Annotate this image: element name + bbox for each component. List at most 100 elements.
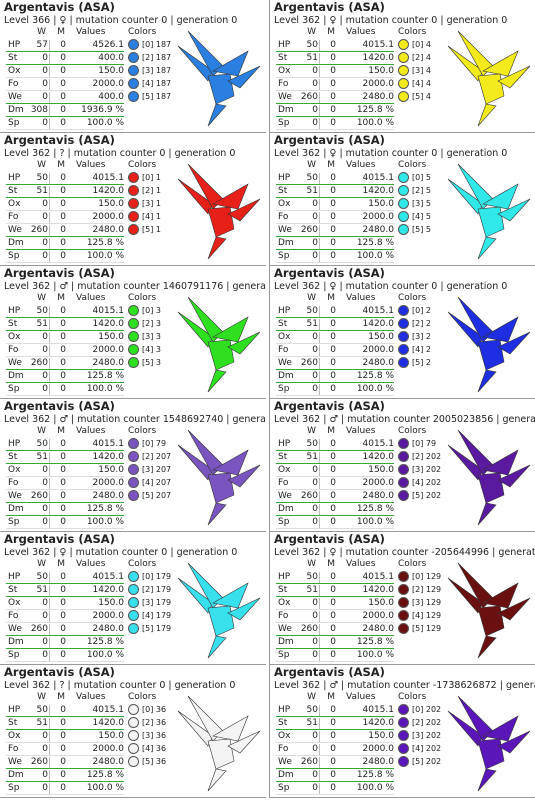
color-label: [5] 2 [412,358,431,367]
col-divider [319,306,320,317]
bird-shape [477,206,505,238]
stat-value: 100.0 % [86,118,124,128]
color-label: [4] 2 [412,345,431,354]
bird-shape [482,316,519,343]
stat-m: 0 [60,251,66,261]
stat-name: Dm [8,371,24,381]
stat-m: 0 [330,478,336,488]
stat-w: 260 [300,624,318,634]
stat-m: 0 [330,225,336,235]
bird-shape [477,236,497,260]
card-subtitle: Level 362 | ♀ | mutation counter 0 | gen… [274,15,508,26]
stat-name: HP [8,306,21,316]
color-label: [5] 5 [412,225,431,234]
col-divider [49,757,50,768]
col-divider [319,66,320,77]
row-divider [6,77,124,78]
bird-image [177,562,261,659]
stat-w: 0 [42,92,48,102]
stat-value: 4015.1 [92,705,125,715]
stat-m: 0 [60,384,66,394]
stat-m: 0 [330,637,336,647]
stat-m: 0 [60,611,66,621]
color-label: [3] 1 [142,199,161,208]
stat-m: 0 [60,371,66,381]
stat-w: 51 [36,319,48,329]
creature-card: Argentavis (ASA) Level 362 | ♀ | mutation… [0,532,266,665]
row-divider [276,330,394,331]
stat-name: Sp [8,517,20,527]
stat-m: 0 [330,345,336,355]
color-swatch [128,704,139,715]
col-divider [319,371,320,382]
row-divider [276,635,394,636]
stat-value: 150.0 [98,332,124,342]
col-divider [49,332,50,343]
row-divider [276,210,394,211]
stat-name: Fo [8,478,19,488]
bird-image [177,296,261,393]
stat-w: 0 [312,238,318,248]
bird-shape [207,206,235,238]
creature-card: Argentavis (ASA) Level 362 | ♀ | mutation… [269,133,535,266]
row-divider [276,64,394,65]
color-swatch [398,224,409,235]
col-divider [319,92,320,103]
stat-name: St [8,585,18,595]
color-swatch [398,331,409,342]
col-divider [49,358,50,369]
stat-m: 0 [60,757,66,767]
color-swatch [398,91,409,102]
col-divider [49,79,50,90]
stat-m: 0 [330,199,336,209]
col-divider [319,238,320,249]
card-subtitle: Level 366 | ♀ | mutation counter 0 | gen… [4,15,238,26]
stat-w: 0 [42,731,48,741]
col-divider [319,384,320,395]
header-w: W [307,559,316,569]
stat-value: 125.8 % [86,637,124,647]
stat-name: We [8,225,22,235]
col-divider [49,504,50,515]
bird-shape [207,635,227,659]
stat-m: 0 [60,332,66,342]
stat-name: Fo [8,79,19,89]
row-divider [6,210,124,211]
row-divider [6,197,124,198]
stat-value: 100.0 % [356,251,394,261]
bird-shape [212,50,249,77]
stat-value: 4015.1 [362,40,395,50]
color-label: [5] 129 [412,624,442,633]
color-swatch [128,331,139,342]
row-divider [276,742,394,743]
color-label: [0] 79 [142,439,167,448]
color-label: [0] 2 [412,306,431,315]
col-divider [49,212,50,223]
stat-value: 150.0 [98,465,124,475]
stat-value: 125.8 % [86,371,124,381]
stat-value: 125.8 % [356,238,394,248]
stat-name: Ox [8,731,21,741]
row-divider [6,330,124,331]
header-w: W [307,160,316,170]
row-divider [276,116,394,117]
stat-name: St [278,319,288,329]
col-divider [49,611,50,622]
stat-w: 51 [306,186,318,196]
stat-w: 0 [312,118,318,128]
color-label: [0] 5 [412,173,431,182]
stat-value: 125.8 % [86,238,124,248]
stat-w: 0 [312,770,318,780]
row-divider [276,395,394,396]
color-swatch [128,305,139,316]
col-divider [49,319,50,330]
creature-card: Argentavis (ASA) Level 366 | ♀ | mutation… [0,0,266,133]
stat-name: HP [278,306,291,316]
stat-m: 0 [330,517,336,527]
stat-w: 0 [312,611,318,621]
col-divider [319,624,320,635]
color-label: [2] 4 [412,53,431,62]
stat-w: 0 [42,384,48,394]
stat-m: 0 [330,358,336,368]
